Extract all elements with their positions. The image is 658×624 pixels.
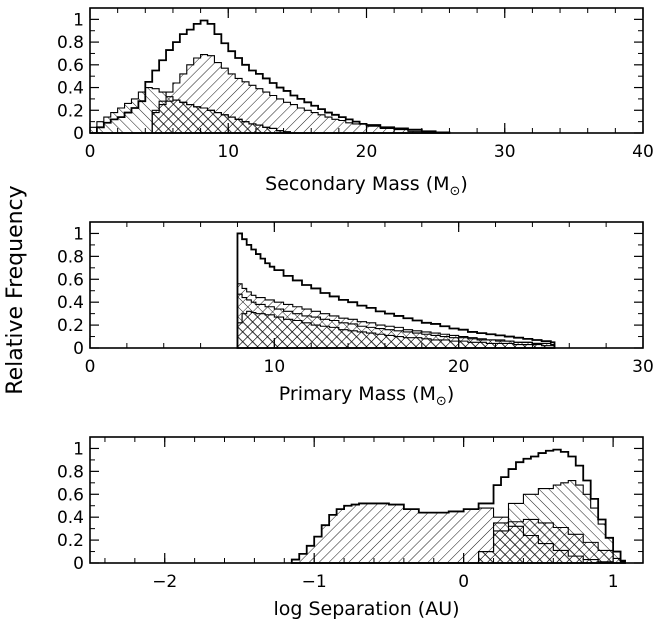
y-tick-label: 0.6 <box>57 56 84 76</box>
y-tick-label: 0.8 <box>57 247 84 267</box>
y-tick-label: 0.6 <box>57 270 84 290</box>
x-tick-label: 10 <box>264 357 286 377</box>
y-tick-label: 1 <box>73 10 84 30</box>
histogram-series-cross-hatched <box>463 518 626 564</box>
y-tick-label: 0.4 <box>57 79 84 99</box>
axes-frame <box>89 221 644 349</box>
y-tick-label: 0.8 <box>57 462 84 482</box>
y-tick-label: 0 <box>73 339 84 359</box>
x-tick-label: 0 <box>458 572 469 592</box>
x-tick-label: −2 <box>152 572 177 592</box>
x-tick-label: −1 <box>302 572 327 592</box>
shared-y-axis-label: Relative Frequency <box>3 185 28 394</box>
y-tick-label: 0.6 <box>57 485 84 505</box>
x-tick-label: 20 <box>448 357 470 377</box>
y-tick-label: 0 <box>73 124 84 144</box>
histogram-series-cross-hatched <box>236 310 556 349</box>
y-tick-label: 0.8 <box>57 33 84 53</box>
x-tick-label: 30 <box>494 142 516 162</box>
y-tick-label: 1 <box>73 439 84 459</box>
x-tick-label: 30 <box>632 357 654 377</box>
histogram-series-total <box>236 232 556 349</box>
x-axis-label: Primary Mass (M⊙) <box>279 383 454 409</box>
x-axis-label: log Separation (AU) <box>273 598 459 620</box>
axes-frame <box>89 436 644 564</box>
x-tick-label: 20 <box>356 142 378 162</box>
x-tick-label: 0 <box>85 142 96 162</box>
histogram-series-cross-hatched <box>90 99 292 134</box>
x-axis-label: Secondary Mass (M⊙) <box>265 173 468 199</box>
y-tick-label: 0.2 <box>57 531 84 551</box>
y-tick-label: 0.2 <box>57 316 84 336</box>
y-tick-label: 1 <box>73 224 84 244</box>
x-tick-label: 0 <box>85 357 96 377</box>
x-tick-label: 10 <box>217 142 239 162</box>
y-tick-label: 0.2 <box>57 101 84 121</box>
y-tick-label: 0.4 <box>57 293 84 313</box>
x-tick-label: 1 <box>608 572 619 592</box>
y-tick-label: 0 <box>73 554 84 574</box>
y-tick-label: 0.4 <box>57 508 84 528</box>
log-separation-panel: 0 0.2 0.4 0.6 0.8 1 −2 −1 0 1 log Separation (AU) <box>57 436 644 620</box>
x-tick-label: 40 <box>632 142 654 162</box>
